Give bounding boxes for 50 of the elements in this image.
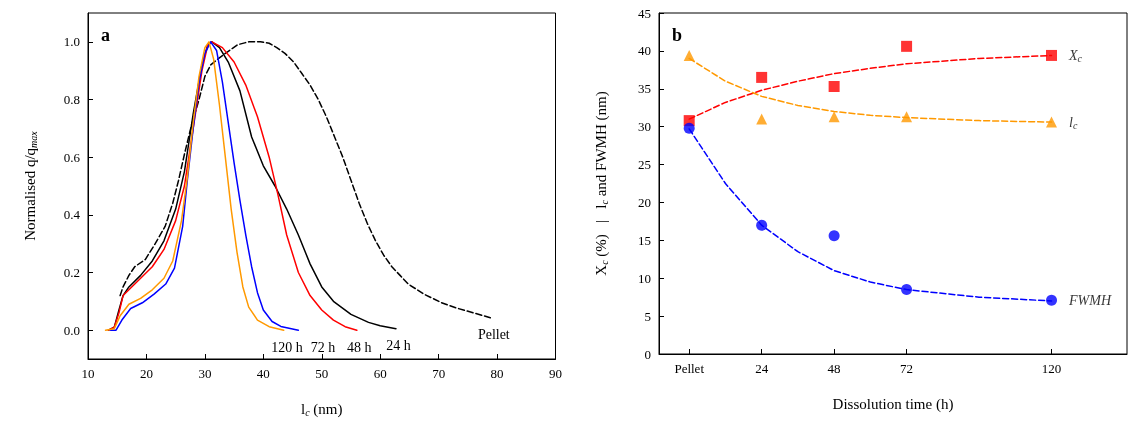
point (1046, 49, 1058, 61)
y-tick-label: 0.0 (63, 322, 80, 338)
series-label: 72 h (310, 339, 336, 355)
x-tick-label: 50 (315, 366, 329, 381)
point (1046, 116, 1058, 128)
y-tick-label: 35 (638, 81, 651, 97)
y-tick-label: 0.4 (63, 207, 81, 223)
point (756, 113, 768, 125)
series-label: 120 h (271, 339, 303, 355)
y-tick-label: 40 (638, 43, 651, 59)
y-tick-label: 0.6 (63, 149, 81, 165)
x-tick-label: 70 (432, 366, 446, 381)
point (756, 71, 768, 83)
x-tick-label: 40 (256, 366, 270, 381)
y-tick-label: 10 (638, 270, 651, 286)
point (1046, 294, 1058, 306)
y-tick-label: 30 (638, 119, 651, 135)
point (901, 111, 913, 123)
text: a (101, 25, 110, 45)
y-tick-label: 1.0 (63, 34, 80, 50)
x-tick-label: 30 (198, 366, 212, 381)
y-tick-label: 0.8 (63, 92, 80, 107)
y-tick-label: 5 (644, 308, 651, 324)
point (901, 40, 913, 52)
point (828, 81, 840, 92)
x-tick-label: 48 (827, 361, 841, 376)
x-tick-label: 120 (1041, 361, 1062, 376)
x-tick-label: 20 (139, 366, 153, 381)
y-tick-label: 0 (644, 346, 651, 362)
series-label: 48 h (347, 339, 372, 355)
point (828, 111, 840, 123)
y-tick-label: 15 (638, 232, 651, 248)
y-tick-label: 20 (638, 194, 651, 210)
series-label: FWMH (1068, 292, 1112, 308)
x-tick-label: 90 (549, 366, 562, 381)
y-tick-label: 0.2 (63, 265, 80, 280)
text: b (672, 25, 683, 45)
series-label: Pellet (477, 327, 510, 343)
y-tick-label: 45 (638, 5, 651, 21)
x-tick-label: 60 (373, 366, 387, 381)
x-tick-label: 24 (755, 361, 769, 376)
x-tick-label: 10 (81, 366, 95, 381)
y-tick-label: 25 (638, 157, 651, 173)
point (683, 122, 695, 134)
x-axis-title: Dissolution time (h) (832, 395, 954, 413)
x-tick-label: 72 (900, 361, 914, 376)
series-label: 24 h (386, 338, 411, 354)
x-tick-label: Pellet (674, 361, 705, 376)
point (828, 230, 840, 242)
x-tick-label: 80 (490, 366, 504, 381)
